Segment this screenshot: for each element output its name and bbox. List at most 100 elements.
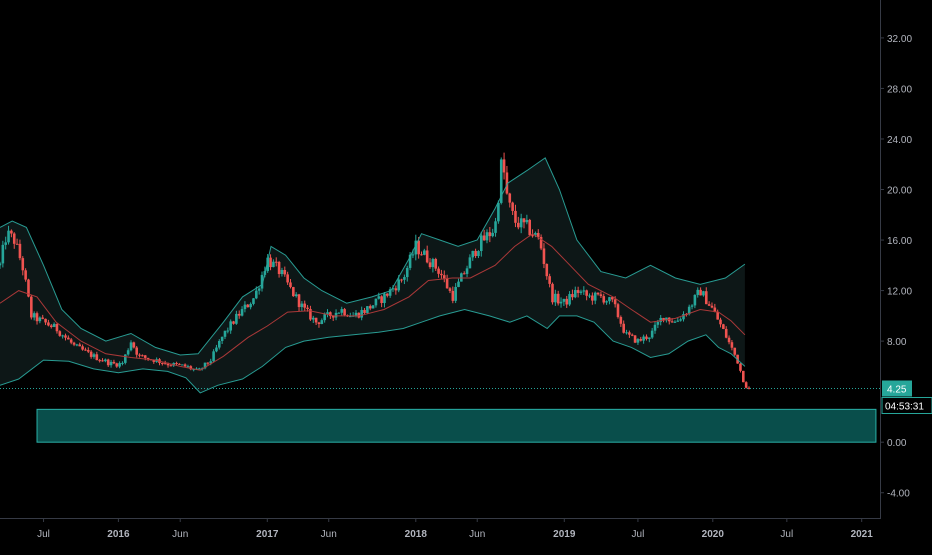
candle: [545, 263, 549, 280]
candle-body: [525, 219, 529, 223]
last-price-value: 4.25: [887, 385, 907, 396]
candle: [357, 312, 361, 319]
candle-body: [232, 321, 235, 324]
candle-body: [508, 193, 512, 203]
candle-body: [300, 303, 304, 308]
candle: [360, 306, 363, 321]
candle: [471, 250, 475, 261]
candle: [121, 361, 124, 366]
candle: [727, 335, 731, 345]
candle: [320, 318, 324, 325]
candle-body: [442, 275, 446, 279]
plot-area[interactable]: [0, 152, 880, 443]
candle-body: [517, 222, 520, 228]
candle: [573, 286, 577, 299]
candle: [212, 349, 215, 363]
candle: [371, 305, 375, 309]
candle: [408, 251, 412, 271]
candle-body: [24, 270, 27, 280]
candle: [462, 271, 466, 275]
candle: [104, 358, 107, 363]
candle: [460, 272, 463, 282]
candle-body: [98, 360, 101, 362]
candle: [610, 296, 614, 303]
candle-body: [10, 230, 13, 234]
candle: [636, 338, 640, 345]
candle-body: [645, 336, 648, 339]
candle-body: [92, 354, 96, 357]
candle: [710, 302, 714, 309]
candle-body: [576, 290, 580, 293]
candle: [334, 309, 338, 321]
candle: [67, 335, 70, 340]
candle: [383, 291, 386, 308]
candle-body: [135, 347, 138, 355]
support-zone-rectangle[interactable]: [36, 408, 877, 443]
candle-body: [425, 250, 429, 263]
time-tick-label: Jun: [172, 529, 188, 540]
candle-body: [522, 218, 526, 223]
candle: [132, 341, 136, 349]
candle: [457, 278, 460, 288]
candle-body: [636, 339, 640, 343]
candle-body: [747, 387, 751, 389]
candle-body: [286, 274, 289, 283]
time-tick-label: 2017: [256, 529, 279, 540]
candle-body: [625, 332, 628, 334]
candle-body: [559, 301, 563, 304]
candle: [49, 323, 53, 329]
candle-body: [223, 330, 227, 337]
candle-body: [556, 293, 560, 304]
candle: [625, 329, 628, 335]
candle-body: [622, 323, 625, 333]
candle-body: [129, 342, 133, 351]
candle-body: [47, 322, 50, 326]
candle-body: [124, 354, 127, 363]
candle: [243, 301, 247, 313]
candle: [571, 289, 574, 301]
candle-body: [44, 318, 47, 323]
candle-body: [186, 366, 190, 368]
candle: [633, 335, 637, 344]
candle-body: [354, 312, 358, 316]
candle-body: [616, 304, 620, 318]
candle-body: [297, 294, 301, 308]
candle-body: [408, 254, 412, 268]
candle: [52, 322, 56, 328]
candle-body: [457, 281, 460, 287]
candle: [599, 291, 603, 299]
candle-body: [86, 350, 90, 352]
candle: [374, 298, 378, 308]
candle: [363, 307, 366, 314]
price-axis[interactable]: 32.00 28.00 24.00 20.00 16.00 12.00 8.00 0.00 -4…: [880, 0, 932, 518]
candle-body: [348, 316, 352, 318]
candle-body: [696, 289, 700, 295]
candle: [89, 350, 93, 359]
candle: [679, 317, 682, 322]
candle: [15, 238, 19, 245]
candle-body: [488, 232, 492, 237]
candle: [366, 306, 369, 315]
candle-body: [386, 293, 389, 296]
candle-body: [519, 218, 523, 228]
candle-body: [428, 262, 432, 268]
candle-body: [482, 235, 486, 241]
candle-body: [414, 240, 418, 255]
candle: [69, 338, 73, 345]
candle: [249, 302, 252, 310]
candle: [622, 320, 625, 334]
candle: [730, 339, 734, 351]
candle: [639, 336, 643, 342]
time-axis[interactable]: Jul 2016 Jun 2017 Jun 2018 Jun 2019 Jul 2020 Jul 20…: [0, 518, 881, 540]
candle: [522, 218, 526, 229]
candle: [368, 304, 372, 311]
candle: [525, 214, 529, 225]
candle-body: [702, 291, 705, 296]
candle: [474, 248, 477, 259]
candle-body: [511, 202, 514, 211]
candle: [591, 292, 594, 305]
candle: [44, 318, 47, 326]
candle: [551, 282, 554, 305]
